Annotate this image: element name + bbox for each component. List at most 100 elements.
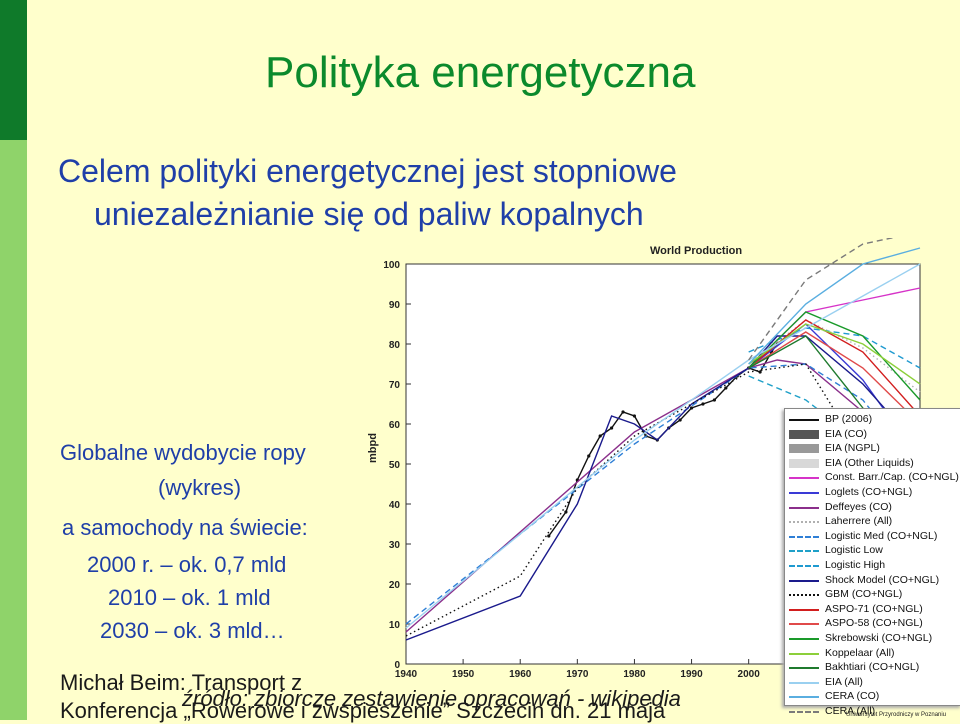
legend-label: Shock Model (CO+NGL) — [825, 573, 940, 586]
data-point — [547, 534, 551, 538]
legend-item: ASPO-58 (CO+NGL) — [785, 616, 960, 631]
x-tick-label: 1950 — [452, 669, 475, 678]
data-point — [689, 406, 694, 410]
x-tick-label: 2000 — [738, 669, 761, 678]
y-tick-label: 80 — [389, 340, 401, 351]
legend-item: EIA (All) — [785, 675, 960, 690]
legend-label: EIA (Other Liquids) — [825, 456, 914, 469]
legend-label: Skrebowski (CO+NGL) — [825, 632, 933, 644]
y-tick-label: 40 — [389, 500, 401, 511]
legend-label: CERA (CO) — [825, 690, 880, 703]
legend-swatch — [789, 565, 819, 567]
note-line: 2030 – ok. 3 mld… — [100, 618, 285, 643]
legend-swatch — [789, 419, 819, 421]
lead-text: Celem polityki energetycznej jest stopni… — [58, 150, 677, 236]
y-tick-label: 60 — [389, 420, 401, 431]
legend-swatch — [789, 594, 819, 597]
legend-swatch — [789, 623, 819, 626]
legend-swatch — [789, 711, 819, 713]
author-line-2: Konferencja „Rowerowe i zwspieszenie” Sz… — [60, 698, 666, 723]
series-line — [748, 311, 921, 401]
legend-label: EIA (All) — [825, 675, 863, 688]
legend-swatch — [789, 458, 819, 468]
note-line: 2000 r. – ok. 0,7 mld — [87, 552, 287, 577]
legend-swatch — [789, 506, 819, 509]
legend-swatch — [789, 444, 819, 454]
data-point — [724, 386, 728, 390]
data-point — [758, 370, 762, 374]
legend-swatch — [789, 429, 819, 439]
data-point — [598, 434, 602, 438]
data-point — [621, 410, 625, 414]
series-line — [748, 331, 921, 425]
legend-swatch — [789, 652, 819, 655]
legend-item: Koppelaar (All) — [785, 646, 960, 661]
data-point — [701, 402, 705, 406]
legend-item: GBM (CO+NGL) — [785, 587, 960, 602]
legend-item: Skrebowski (CO+NGL) — [785, 631, 960, 646]
y-tick-label: 10 — [389, 620, 401, 631]
legend-label: Laherrere (All) — [825, 515, 893, 528]
author-line-1: Michał Beim: Transport z — [60, 670, 303, 695]
legend-label: Deffeyes (CO) — [825, 500, 892, 513]
lead-line-2: uniezależnianie się od paliw kopalnych — [94, 196, 644, 232]
data-point — [587, 454, 591, 458]
chart-title: World Production — [650, 245, 742, 257]
y-tick-label: 90 — [389, 300, 401, 311]
y-tick-label: 50 — [389, 460, 401, 471]
legend-item: BP (2006) — [785, 412, 960, 427]
legend-label: Loglets (CO+NGL) — [825, 486, 913, 498]
x-tick-label: 1940 — [395, 669, 418, 678]
note-line: Globalne wydobycie ropy — [60, 440, 306, 465]
legend-label: Const. Barr./Cap. (CO+NGL) — [825, 471, 959, 484]
legend-label: ASPO-58 (CO+NGL) — [825, 617, 923, 630]
y-tick-label: 0 — [394, 660, 400, 671]
legend-label: EIA (NGPL) — [825, 442, 880, 455]
note-line: 2010 – ok. 1 mld — [108, 585, 271, 610]
legend-item: Logistic Med (CO+NGL) — [785, 529, 960, 544]
note-line: a samochody na świecie: — [62, 515, 308, 540]
legend-swatch — [789, 477, 819, 480]
legend-swatch — [789, 550, 819, 553]
x-tick-label: 1990 — [680, 669, 703, 678]
legend-swatch — [789, 696, 819, 699]
legend-label: Logistic Med (CO+NGL) — [825, 529, 938, 542]
legend-item: EIA (NGPL) — [785, 441, 960, 456]
legend-item: ASPO-71 (CO+NGL) — [785, 602, 960, 617]
legend-swatch — [789, 579, 819, 582]
legend-label: EIA (CO) — [825, 427, 868, 440]
y-axis-label: mbpd — [367, 433, 379, 463]
series-line — [405, 363, 921, 625]
chart-legend: BP (2006) EIA (CO) EIA (NGPL) EIA (Other Li… — [784, 408, 960, 717]
legend-swatch — [789, 535, 819, 538]
legend-item: CERA (All) — [785, 704, 960, 719]
legend-item: Loglets (CO+NGL) — [785, 485, 960, 500]
legend-item: Laherrere (All) — [785, 514, 960, 529]
slide-title: Polityka energetyczna — [265, 48, 696, 97]
legend-item: EIA (Other Liquids) — [785, 456, 960, 471]
legend-swatch — [789, 681, 819, 684]
legend-label: Koppelaar (All) — [825, 646, 895, 659]
series-line — [405, 263, 921, 629]
legend-item: Logistic Low — [785, 543, 960, 558]
x-tick-label: 1980 — [623, 669, 646, 678]
legend-label: ASPO-71 (CO+NGL) — [825, 602, 923, 615]
legend-item: Deffeyes (CO) — [785, 500, 960, 515]
legend-swatch — [789, 667, 819, 670]
data-point — [712, 398, 716, 402]
legend-label: BP (2006) — [825, 413, 873, 425]
accent-band-bottom — [0, 140, 27, 720]
legend-item: CERA (CO) — [785, 689, 960, 704]
y-tick-label: 30 — [389, 540, 401, 551]
legend-label: Logistic Low — [825, 544, 883, 557]
legend-item: Const. Barr./Cap. (CO+NGL) — [785, 470, 960, 485]
x-tick-label: 1970 — [566, 669, 589, 678]
legend-label: Logistic High — [825, 559, 886, 571]
accent-band-top — [0, 0, 27, 140]
data-point — [610, 426, 614, 430]
y-tick-label: 20 — [389, 580, 401, 591]
legend-item: Shock Model (CO+NGL) — [785, 573, 960, 588]
source-caption: źródło: zbiorcze zestawienie opracowań -… — [182, 686, 681, 711]
lead-line-1: Celem polityki energetycznej jest stopni… — [58, 153, 677, 189]
series-line — [405, 335, 921, 641]
